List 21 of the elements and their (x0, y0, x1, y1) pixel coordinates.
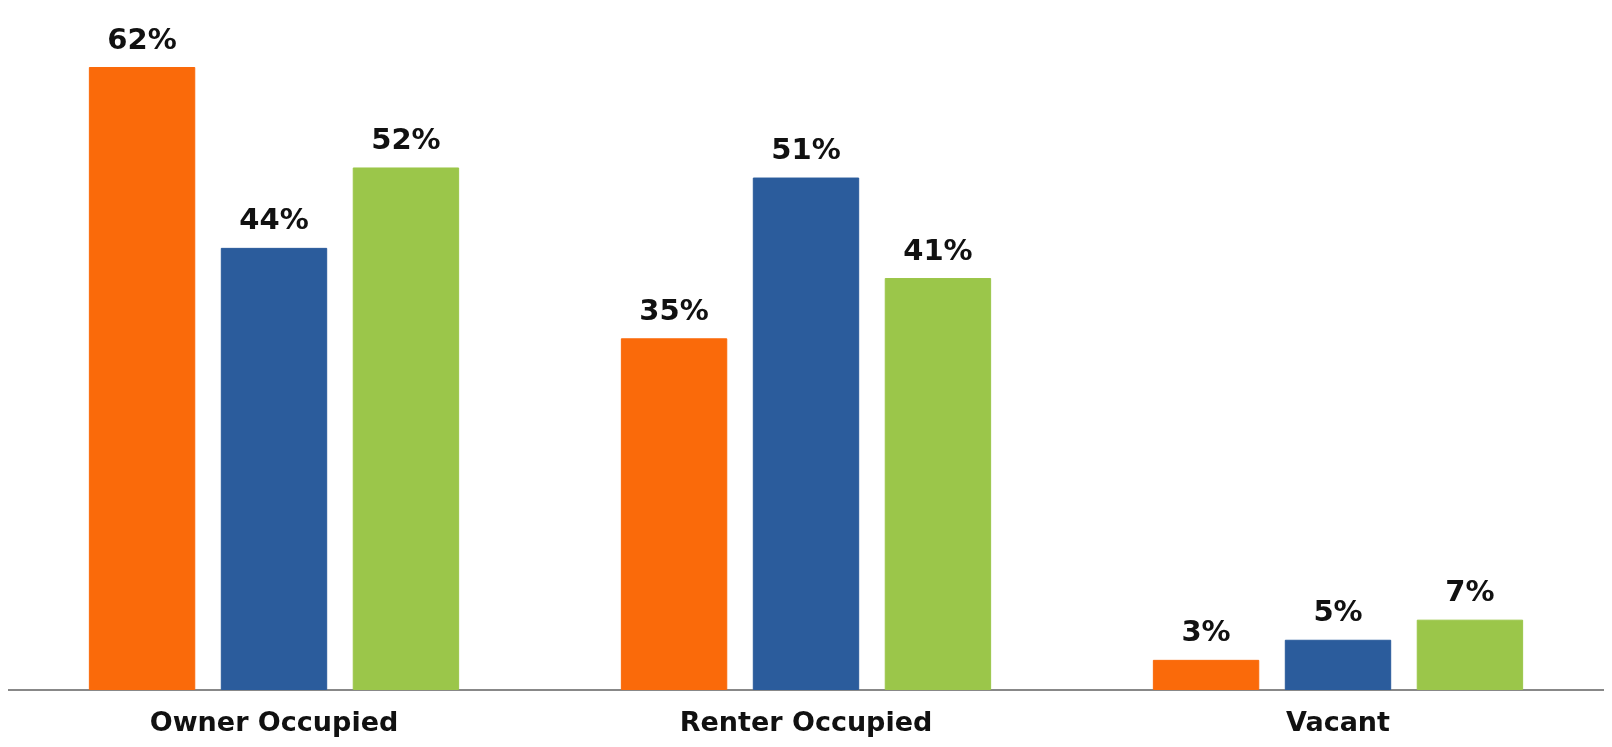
data-label: 51% (771, 132, 841, 167)
bar (884, 278, 992, 690)
bar (88, 67, 196, 690)
x-tick-label: Vacant (1286, 706, 1391, 737)
data-label: 35% (639, 292, 709, 327)
bar (620, 338, 728, 690)
bar (1284, 639, 1392, 690)
x-tick-label: Renter Occupied (679, 706, 933, 737)
data-label: 41% (903, 232, 973, 267)
data-label: 52% (371, 121, 441, 156)
bar (1152, 659, 1260, 690)
data-label: 5% (1313, 594, 1363, 629)
data-label: 62% (107, 21, 177, 56)
bar (752, 177, 860, 690)
data-label: 44% (239, 202, 309, 237)
data-label: 7% (1445, 574, 1495, 609)
x-tick-label: Owner Occupied (149, 706, 399, 737)
data-label: 3% (1181, 614, 1231, 649)
bar (1416, 619, 1524, 690)
bar (220, 247, 328, 690)
bar (352, 167, 460, 690)
